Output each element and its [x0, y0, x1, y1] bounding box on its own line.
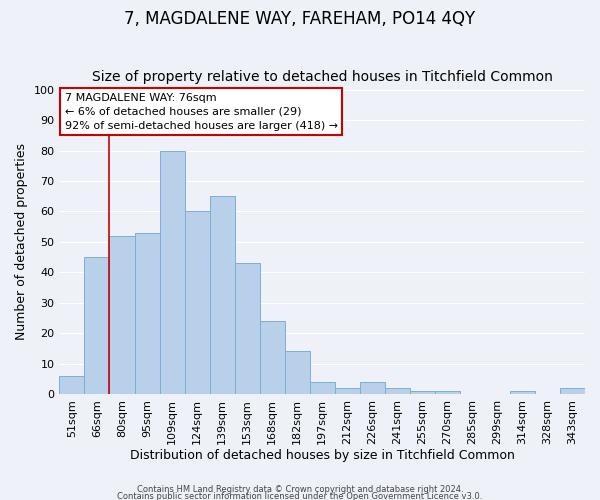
Bar	[410, 391, 435, 394]
Bar	[235, 263, 260, 394]
Bar	[510, 391, 535, 394]
Bar	[260, 321, 284, 394]
Bar	[560, 388, 585, 394]
Title: Size of property relative to detached houses in Titchfield Common: Size of property relative to detached ho…	[92, 70, 553, 85]
Bar	[134, 233, 160, 394]
Bar	[435, 391, 460, 394]
Text: Contains public sector information licensed under the Open Government Licence v3: Contains public sector information licen…	[118, 492, 482, 500]
Bar	[185, 212, 209, 394]
Bar	[335, 388, 360, 394]
X-axis label: Distribution of detached houses by size in Titchfield Common: Distribution of detached houses by size …	[130, 450, 515, 462]
Text: Contains HM Land Registry data © Crown copyright and database right 2024.: Contains HM Land Registry data © Crown c…	[137, 485, 463, 494]
Bar	[310, 382, 335, 394]
Bar	[59, 376, 85, 394]
Bar	[360, 382, 385, 394]
Text: 7 MAGDALENE WAY: 76sqm
← 6% of detached houses are smaller (29)
92% of semi-deta: 7 MAGDALENE WAY: 76sqm ← 6% of detached …	[65, 93, 338, 131]
Bar	[284, 352, 310, 394]
Bar	[109, 236, 134, 394]
Bar	[160, 150, 185, 394]
Bar	[209, 196, 235, 394]
Bar	[385, 388, 410, 394]
Text: 7, MAGDALENE WAY, FAREHAM, PO14 4QY: 7, MAGDALENE WAY, FAREHAM, PO14 4QY	[124, 10, 476, 28]
Bar	[85, 257, 109, 394]
Y-axis label: Number of detached properties: Number of detached properties	[15, 144, 28, 340]
